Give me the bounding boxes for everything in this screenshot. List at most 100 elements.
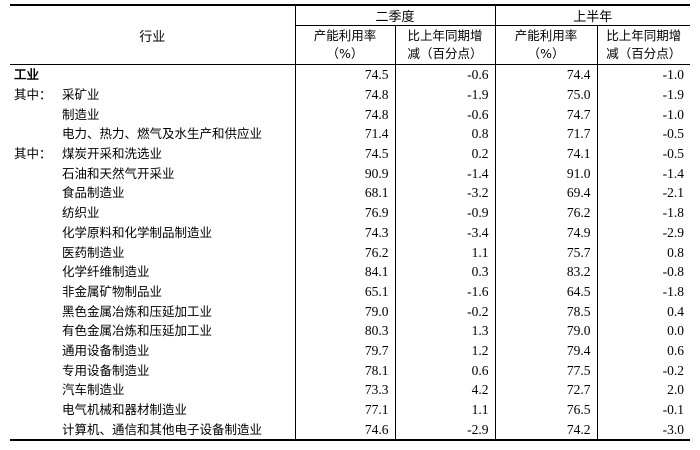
- table-row: 其中： 煤炭开采和洗选业 74.5 0.2 74.1 -0.5: [10, 143, 691, 164]
- h1-rate-cell: 75.7: [494, 242, 598, 262]
- rate-unit: （%）: [527, 46, 565, 61]
- q2-change-cell: -1.4: [394, 163, 496, 184]
- q2-rate-cell: 74.5: [294, 143, 395, 164]
- h1-change-cell: -3.0: [596, 419, 691, 442]
- q2-rate-cell: 76.2: [294, 242, 395, 262]
- industry-name: 化学原料和化学制品制造业: [62, 224, 213, 240]
- table-row: 医药制造业 76.2 1.1 75.7 0.8: [10, 242, 691, 262]
- rate-label: 产能利用率: [514, 28, 578, 43]
- h1-rate-cell: 83.2: [494, 261, 598, 282]
- h1-change-cell: 2.0: [596, 380, 691, 400]
- industry-cell: 黑色金属冶炼和压延加工业: [10, 301, 295, 321]
- h1-change-cell: 0.8: [596, 242, 691, 262]
- industry-name: 计算机、通信和其他电子设备制造业: [62, 421, 263, 437]
- change-unit: 减（百分点）: [606, 46, 682, 61]
- q2-rate-cell: 77.1: [294, 399, 395, 420]
- h1-change-cell: -1.0: [596, 64, 691, 85]
- h1-change-cell: -0.8: [596, 261, 691, 282]
- q2-change-cell: -0.2: [394, 301, 496, 321]
- q2-change-cell: 1.1: [394, 399, 496, 420]
- industry-cell: 非金属矿物制品业: [10, 282, 295, 302]
- q2-rate-cell: 74.5: [294, 64, 395, 85]
- h1-rate-cell: 75.0: [494, 84, 598, 105]
- industry-cell: 电力、热力、燃气及水生产和供应业: [10, 124, 295, 144]
- industry-cell: 其中： 煤炭开采和洗选业: [10, 144, 295, 164]
- header-h1-rate: 产能利用率 （%）: [494, 25, 598, 65]
- h1-change-cell: -0.5: [596, 124, 691, 144]
- industry-name: 汽车制造业: [62, 382, 125, 398]
- table-body: 工业 74.5 -0.6 74.4 -1.0 其中： 采矿业 74.8 -1.9 75.0 -1.9…: [10, 64, 691, 442]
- q2-change-cell: -0.6: [394, 64, 496, 85]
- h1-change-cell: -2.1: [596, 183, 691, 203]
- h1-change-cell: 0.6: [596, 340, 691, 361]
- q2-rate-cell: 90.9: [294, 163, 395, 184]
- industry-cell: 制造业: [10, 104, 295, 124]
- h1-rate-cell: 64.5: [494, 281, 598, 302]
- h1-rate-cell: 77.5: [494, 360, 598, 380]
- h1-change-cell: -0.5: [596, 143, 691, 164]
- table-row: 非金属矿物制品业 65.1 -1.6 64.5 -1.8: [10, 281, 691, 302]
- q2-change-cell: 0.2: [394, 143, 496, 164]
- industry-cell: 工业: [10, 65, 295, 85]
- h1-change-cell: -1.4: [596, 163, 691, 184]
- q2-change-cell: -0.6: [394, 104, 496, 125]
- h1-rate-cell: 72.7: [494, 380, 598, 400]
- change-unit: 减（百分点）: [407, 46, 483, 61]
- industry-name: 工业: [14, 67, 40, 83]
- industry-name: 有色金属冶炼和压延加工业: [62, 323, 213, 339]
- industry-name: 煤炭开采和洗选业: [62, 146, 163, 162]
- table-row: 黑色金属冶炼和压延加工业 79.0 -0.2 78.5 0.4: [10, 301, 691, 321]
- h1-rate-cell: 91.0: [494, 163, 598, 184]
- h1-rate-cell: 74.2: [494, 419, 598, 442]
- table-row: 工业 74.5 -0.6 74.4 -1.0: [10, 64, 691, 85]
- q2-change-cell: 0.3: [394, 261, 496, 282]
- h1-change-cell: -1.0: [596, 104, 691, 125]
- industry-cell: 电气机械和器材制造业: [10, 400, 295, 420]
- q2-change-cell: 0.8: [394, 124, 496, 144]
- industry-cell: 医药制造业: [10, 242, 295, 262]
- q2-rate-cell: 73.3: [294, 380, 395, 400]
- h1-change-cell: -2.9: [596, 222, 691, 243]
- table-row: 计算机、通信和其他电子设备制造业 74.6 -2.9 74.2 -3.0: [10, 419, 691, 442]
- h1-rate-cell: 74.9: [494, 222, 598, 243]
- table-row: 汽车制造业 73.3 4.2 72.7 2.0: [10, 380, 691, 400]
- q2-change-cell: 4.2: [394, 380, 496, 400]
- q2-change-cell: -1.6: [394, 281, 496, 302]
- header-h1-change: 比上年同期增 减（百分点）: [596, 25, 691, 65]
- table-row: 化学纤维制造业 84.1 0.3 83.2 -0.8: [10, 261, 691, 282]
- h1-change-cell: 0.0: [596, 320, 691, 341]
- industry-cell: 石油和天然气开采业: [10, 163, 295, 183]
- q2-change-cell: -2.9: [394, 419, 496, 442]
- q2-rate-cell: 84.1: [294, 261, 395, 282]
- q2-rate-cell: 65.1: [294, 281, 395, 302]
- q2-rate-cell: 74.6: [294, 419, 395, 442]
- q2-rate-cell: 71.4: [294, 124, 395, 144]
- industry-cell: 化学纤维制造业: [10, 262, 295, 282]
- industry-name: 化学纤维制造业: [62, 264, 150, 280]
- industry-cell: 食品制造业: [10, 183, 295, 203]
- h1-change-cell: -1.8: [596, 281, 691, 302]
- capacity-utilization-table: 行业 二季度 上半年 产能利用率 （%） 比上年同期增 减（百分点） 产能利用率 （%…: [10, 4, 691, 442]
- h1-change-cell: -1.9: [596, 84, 691, 105]
- h1-rate-cell: 74.7: [494, 104, 598, 125]
- q2-rate-cell: 76.9: [294, 202, 395, 223]
- industry-name: 医药制造业: [62, 244, 125, 260]
- industry-name: 非金属矿物制品业: [62, 283, 163, 299]
- header-h1: 上半年: [494, 4, 691, 26]
- industry-cell: 纺织业: [10, 203, 295, 223]
- table-row: 电力、热力、燃气及水生产和供应业 71.4 0.8 71.7 -0.5: [10, 124, 691, 144]
- h1-rate-cell: 76.2: [494, 202, 598, 223]
- table-row: 纺织业 76.9 -0.9 76.2 -1.8: [10, 202, 691, 223]
- q2-rate-cell: 78.1: [294, 360, 395, 380]
- industry-cell: 有色金属冶炼和压延加工业: [10, 321, 295, 341]
- industry-name: 食品制造业: [62, 185, 125, 201]
- industry-name: 通用设备制造业: [62, 342, 150, 358]
- q2-change-cell: -3.2: [394, 183, 496, 203]
- row-prefix: 其中：: [14, 87, 52, 103]
- row-prefix: 其中：: [14, 146, 52, 162]
- q2-change-cell: -3.4: [394, 222, 496, 243]
- industry-name: 电力、热力、燃气及水生产和供应业: [62, 126, 263, 142]
- industry-cell: 计算机、通信和其他电子设备制造业: [10, 419, 295, 442]
- industry-cell: 其中： 采矿业: [10, 85, 295, 105]
- q2-change-cell: 1.2: [394, 340, 496, 361]
